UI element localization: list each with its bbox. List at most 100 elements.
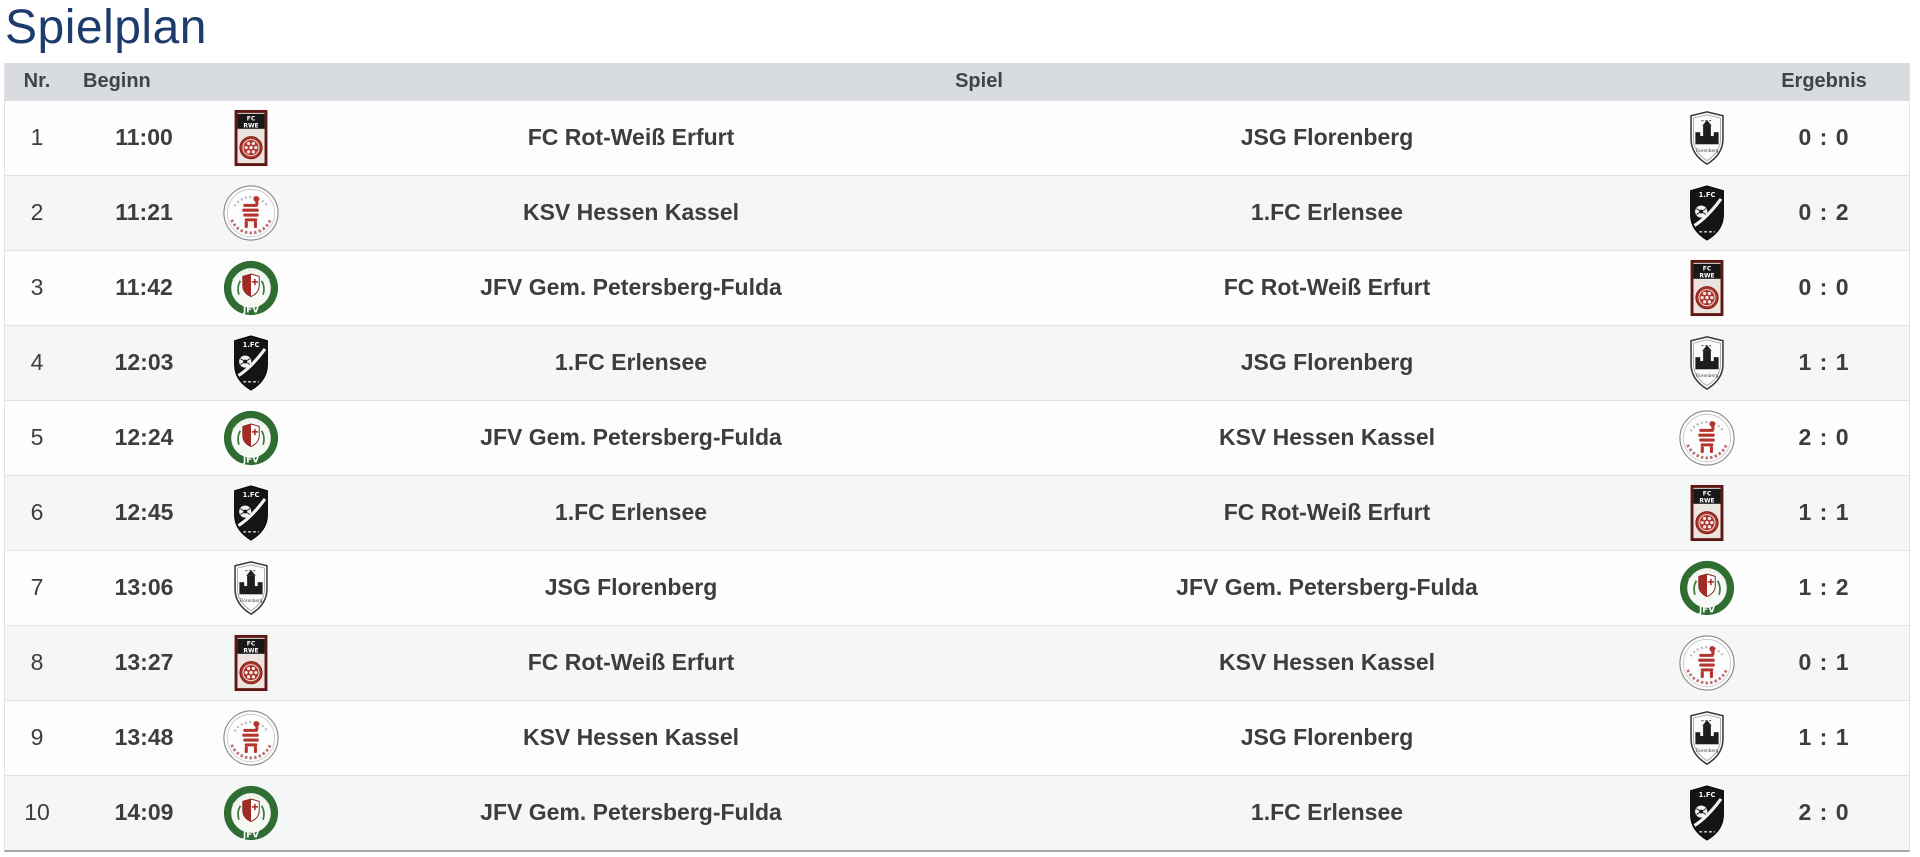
match-number: 3 <box>30 274 44 301</box>
match-start-time: 14:09 <box>114 799 174 826</box>
home-logo-cell <box>219 259 283 317</box>
match-start-time: 12:03 <box>114 349 174 376</box>
header-beginn: Beginn <box>83 70 151 93</box>
match-row: 9 13:48 KSV Hessen Kassel JSG Florenberg… <box>5 699 1909 775</box>
match-row: 2 11:21 KSV Hessen Kassel 1.FC Erlensee … <box>5 174 1909 250</box>
header-ergebnis: Ergebnis <box>1781 70 1867 93</box>
match-number: 7 <box>30 574 44 601</box>
match-start-time: 13:27 <box>114 649 174 676</box>
home-logo-cell <box>219 559 283 617</box>
schedule-table: Nr. Beginn Spiel Ergebnis 1 11:00 FC Rot… <box>4 62 1910 852</box>
match-row: 1 11:00 FC Rot-Weiß Erfurt JSG Florenber… <box>5 100 1909 175</box>
match-number: 5 <box>30 424 44 451</box>
home-team-name: JFV Gem. Petersberg-Fulda <box>480 799 782 826</box>
away-team-name: FC Rot-Weiß Erfurt <box>1223 499 1431 526</box>
away-logo-cell <box>1675 709 1739 767</box>
home-logo-cell <box>219 409 283 467</box>
match-row: 10 14:09 JFV Gem. Petersberg-Fulda 1.FC … <box>5 774 1909 850</box>
match-score: 1 : 1 <box>1798 499 1850 526</box>
match-number: 6 <box>30 499 44 526</box>
jfv-petersberg-fulda-logo <box>222 259 280 317</box>
home-team-name: JSG Florenberg <box>544 574 718 601</box>
home-team-name: FC Rot-Weiß Erfurt <box>527 124 735 151</box>
match-start-time: 13:48 <box>114 724 174 751</box>
jsg-florenberg-logo <box>222 559 280 617</box>
ksv-hessen-kassel-logo <box>222 184 280 242</box>
away-team-name: JSG Florenberg <box>1240 124 1414 151</box>
away-team-name: JSG Florenberg <box>1240 724 1414 751</box>
fc-rot-weiss-erfurt-logo <box>1678 259 1736 317</box>
header-nr: Nr. <box>23 70 51 93</box>
home-logo-cell <box>219 184 283 242</box>
match-number: 8 <box>30 649 44 676</box>
match-start-time: 11:00 <box>115 124 173 151</box>
match-score: 0 : 0 <box>1798 124 1850 151</box>
home-team-name: KSV Hessen Kassel <box>522 724 740 751</box>
home-logo-cell <box>219 334 283 392</box>
away-logo-cell <box>1675 559 1739 617</box>
away-team-name: KSV Hessen Kassel <box>1218 424 1436 451</box>
schedule-table-header: Nr. Beginn Spiel Ergebnis <box>5 62 1909 101</box>
fc-erlensee-logo <box>1678 184 1736 242</box>
fc-rot-weiss-erfurt-logo <box>1678 484 1736 542</box>
away-logo-cell <box>1675 334 1739 392</box>
match-number: 9 <box>30 724 44 751</box>
page-title: Spielplan <box>5 1 207 54</box>
away-team-name: 1.FC Erlensee <box>1250 799 1404 826</box>
away-team-name: JSG Florenberg <box>1240 349 1414 376</box>
away-team-name: 1.FC Erlensee <box>1250 199 1404 226</box>
match-number: 2 <box>30 199 44 226</box>
header-spiel: Spiel <box>955 70 1003 93</box>
away-team-name: FC Rot-Weiß Erfurt <box>1223 274 1431 301</box>
match-start-time: 12:45 <box>114 499 174 526</box>
away-team-name: JFV Gem. Petersberg-Fulda <box>1176 574 1478 601</box>
away-logo-cell <box>1675 484 1739 542</box>
fc-rot-weiss-erfurt-logo <box>222 109 280 167</box>
home-logo-cell <box>219 709 283 767</box>
jfv-petersberg-fulda-logo <box>222 784 280 842</box>
match-start-time: 11:21 <box>115 199 173 226</box>
jfv-petersberg-fulda-logo <box>222 409 280 467</box>
fc-rot-weiss-erfurt-logo <box>222 634 280 692</box>
home-team-name: 1.FC Erlensee <box>554 499 708 526</box>
jsg-florenberg-logo <box>1678 334 1736 392</box>
away-logo-cell <box>1675 634 1739 692</box>
match-row: 6 12:45 1.FC Erlensee FC Rot-Weiß Erfurt… <box>5 474 1909 550</box>
match-score: 2 : 0 <box>1798 799 1850 826</box>
jsg-florenberg-logo <box>1678 709 1736 767</box>
home-team-name: KSV Hessen Kassel <box>522 199 740 226</box>
away-logo-cell <box>1675 109 1739 167</box>
fc-erlensee-logo <box>222 484 280 542</box>
match-start-time: 12:24 <box>114 424 174 451</box>
match-start-time: 11:42 <box>115 274 173 301</box>
fc-erlensee-logo <box>222 334 280 392</box>
home-team-name: JFV Gem. Petersberg-Fulda <box>480 274 782 301</box>
match-score: 1 : 2 <box>1798 574 1850 601</box>
home-team-name: FC Rot-Weiß Erfurt <box>527 649 735 676</box>
away-logo-cell <box>1675 784 1739 842</box>
match-row: 4 12:03 1.FC Erlensee JSG Florenberg 1 :… <box>5 324 1909 400</box>
match-number: 1 <box>30 124 44 151</box>
away-team-name: KSV Hessen Kassel <box>1218 649 1436 676</box>
home-team-name: JFV Gem. Petersberg-Fulda <box>480 424 782 451</box>
ksv-hessen-kassel-logo <box>222 709 280 767</box>
away-logo-cell <box>1675 184 1739 242</box>
match-score: 1 : 1 <box>1798 349 1850 376</box>
home-team-name: 1.FC Erlensee <box>554 349 708 376</box>
fc-erlensee-logo <box>1678 784 1736 842</box>
home-logo-cell <box>219 109 283 167</box>
match-row: 8 13:27 FC Rot-Weiß Erfurt KSV Hessen Ka… <box>5 624 1909 700</box>
match-score: 0 : 0 <box>1798 274 1850 301</box>
home-logo-cell <box>219 634 283 692</box>
match-row: 7 13:06 JSG Florenberg JFV Gem. Petersbe… <box>5 549 1909 625</box>
match-row: 5 12:24 JFV Gem. Petersberg-Fulda KSV He… <box>5 399 1909 475</box>
ksv-hessen-kassel-logo <box>1678 409 1736 467</box>
match-score: 2 : 0 <box>1798 424 1850 451</box>
jsg-florenberg-logo <box>1678 109 1736 167</box>
ksv-hessen-kassel-logo <box>1678 634 1736 692</box>
home-logo-cell <box>219 784 283 842</box>
schedule-rows: 1 11:00 FC Rot-Weiß Erfurt JSG Florenber… <box>5 100 1909 850</box>
match-score: 1 : 1 <box>1798 724 1850 751</box>
away-logo-cell <box>1675 259 1739 317</box>
match-number: 4 <box>30 349 44 376</box>
